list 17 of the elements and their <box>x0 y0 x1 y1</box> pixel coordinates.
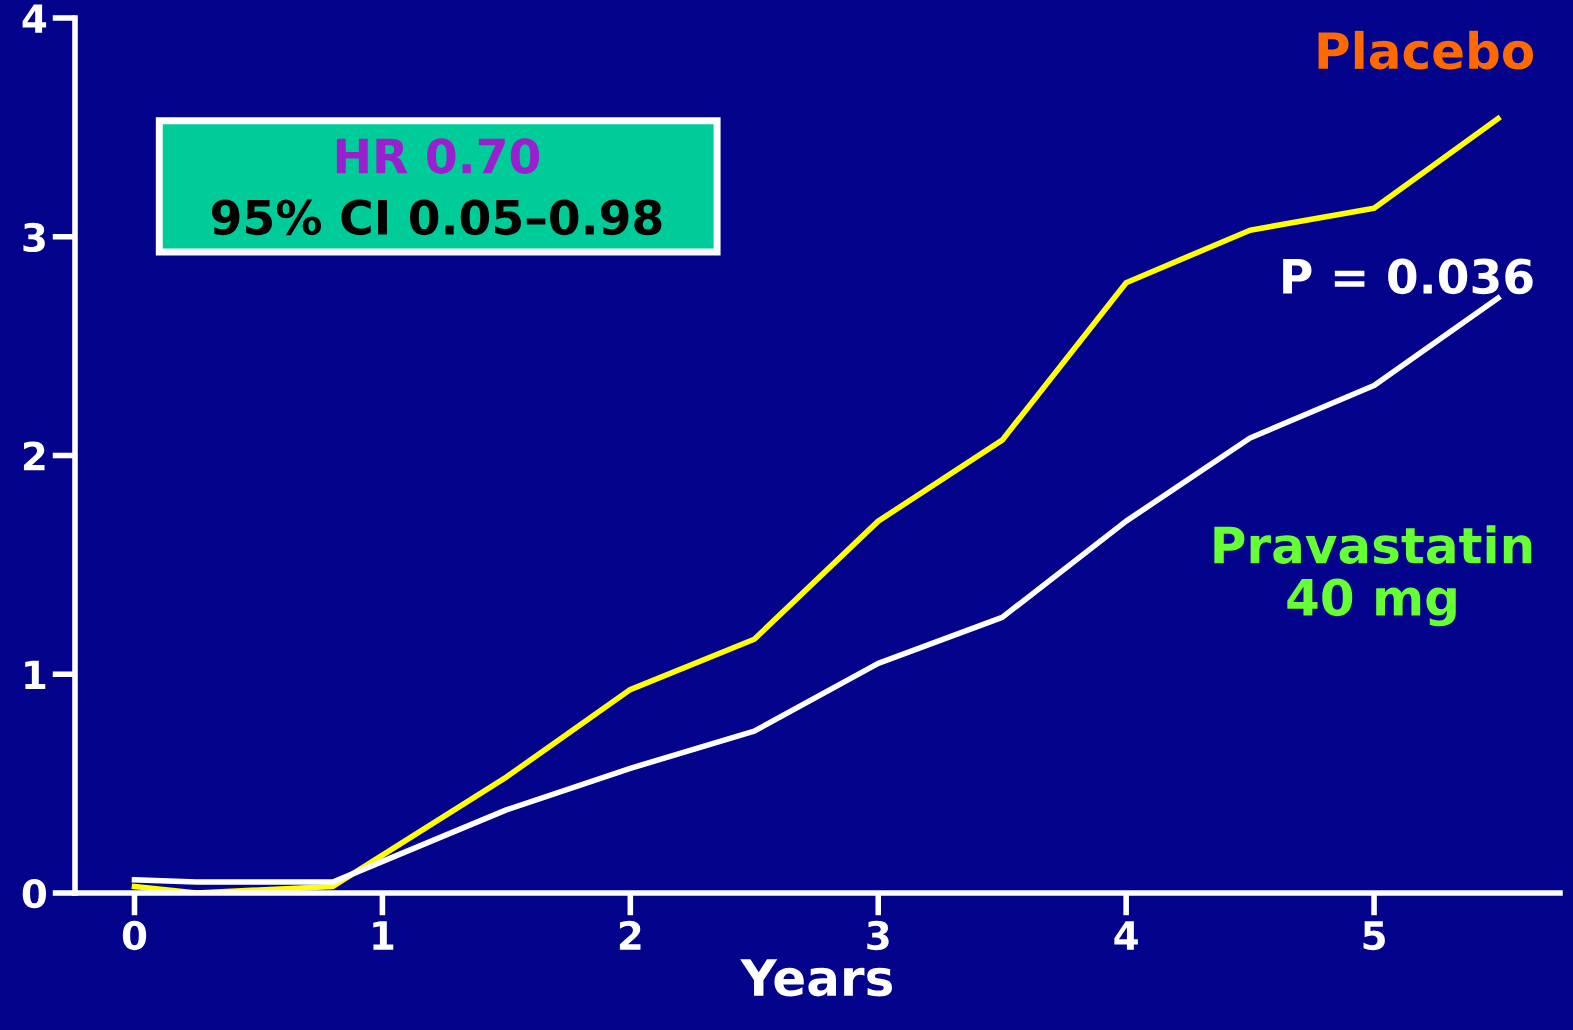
y-tick-label: 0 <box>22 878 47 909</box>
x-tick-label: 3 <box>867 920 889 951</box>
x-axis-title: Years <box>740 959 892 997</box>
annotation: 95% CI 0.05–0.98 <box>212 199 662 236</box>
x-tick-label: 2 <box>619 920 641 950</box>
series-label: Pravastatin 40 mg <box>1214 525 1532 627</box>
y-tick-label: 4 <box>22 4 47 33</box>
x-tick-label: 1 <box>373 921 394 950</box>
y-tick-label: 3 <box>23 222 45 253</box>
x-tick-label: 5 <box>1363 921 1385 951</box>
x-tick-label: 4 <box>1114 921 1138 950</box>
y-tick-label: 1 <box>25 660 46 690</box>
annotation: P = 0.036 <box>1283 258 1533 295</box>
annotation: HR 0.70 <box>336 138 540 174</box>
series-label: Placebo <box>1318 30 1534 70</box>
x-tick-label: 0 <box>122 920 147 951</box>
y-tick-label: 2 <box>23 441 45 471</box>
